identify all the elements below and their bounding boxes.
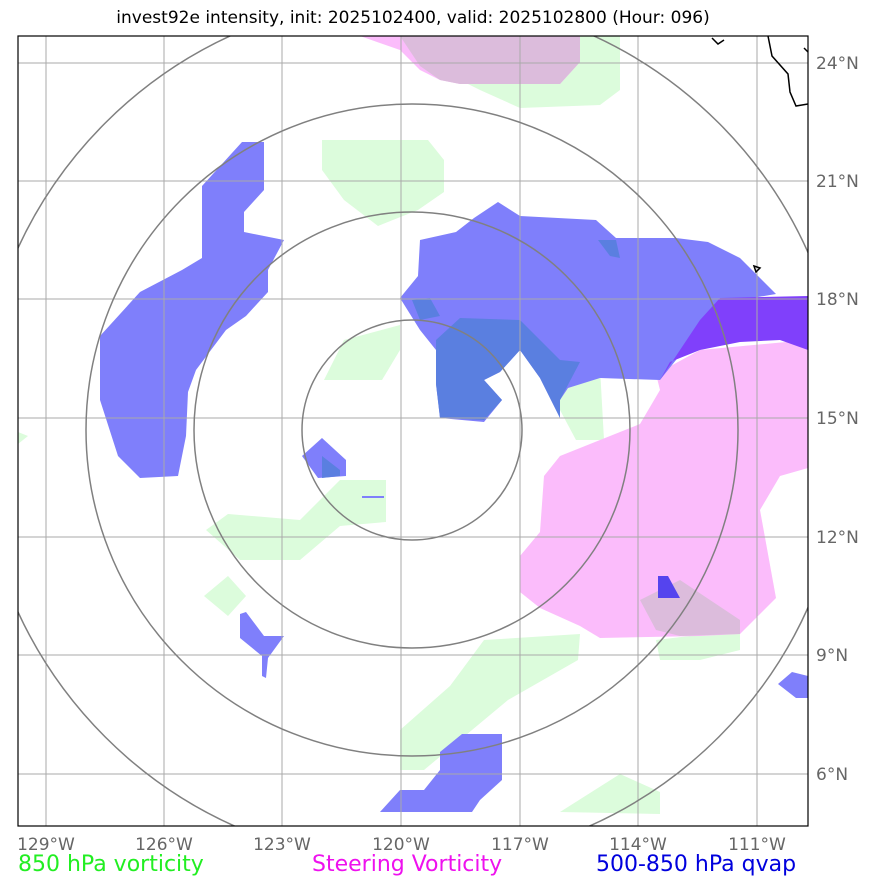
lon-tick-label: 123°W [253, 835, 311, 855]
island-small [752, 264, 762, 274]
vorticity-region-west [206, 480, 386, 560]
map-frame [17, 35, 809, 827]
steering-region-east [520, 340, 808, 638]
coastline [711, 36, 808, 274]
qvap-vorticity-overlap [436, 318, 580, 420]
qvap-vorticity-overlap-east [598, 240, 620, 258]
lat-tick-label: 18°N [816, 290, 859, 310]
qvap-steering-overlap [660, 296, 808, 380]
qvap-region-east-edge [778, 672, 808, 698]
distance-rings [18, 36, 808, 826]
legend-vorticity: 850 hPa vorticity [18, 852, 204, 877]
legend-steering-vorticity: Steering Vorticity [312, 852, 503, 877]
qvap-overlap-regions [322, 240, 808, 598]
coastline-baja [767, 36, 808, 107]
distance-ring-3 [85, 103, 739, 757]
lat-tick-label: 9°N [816, 646, 848, 666]
qvap-region-sliver [362, 496, 384, 498]
legend-qvap: 500-850 hPa qvap [596, 852, 797, 877]
vorticity-region-upper-left [322, 140, 444, 226]
vorticity-region-bottom [560, 774, 660, 814]
lon-tick-label: 120°W [372, 835, 430, 855]
lon-tick-label: 129°W [17, 835, 75, 855]
overlap-region-north [400, 36, 580, 84]
map-title: invest92e intensity, init: 2025102400, v… [116, 8, 710, 28]
qvap-vorticity-overlap-small [322, 456, 340, 478]
lat-tick-label: 15°N [816, 409, 859, 429]
lat-tick-label: 24°N [816, 54, 859, 74]
lon-tick-label: 126°W [135, 835, 193, 855]
lat-tick-label: 21°N [816, 172, 859, 192]
lat-tick-label: 6°N [816, 765, 848, 785]
qvap-region-west [100, 142, 284, 478]
vorticity-region-small-west [204, 576, 246, 616]
vorticity-region-southeast [656, 630, 740, 660]
lon-tick-label: 114°W [609, 835, 667, 855]
lon-tick-label: 117°W [491, 835, 549, 855]
distance-ring-2 [193, 211, 631, 649]
coastline-island [803, 47, 808, 53]
lon-tick-labels: 129°W 126°W 123°W 120°W 117°W 114°W 111°… [17, 835, 786, 855]
vorticity-region-south [400, 634, 580, 770]
vorticity-region-center [324, 325, 400, 380]
lon-tick-label: 111°W [728, 835, 786, 855]
qvap-region-southwest [240, 612, 284, 678]
lat-tick-label: 12°N [816, 528, 859, 548]
lat-tick-labels: 24°N 21°N 18°N 15°N 12°N 9°N 6°N [816, 54, 859, 785]
qvap-vorticity-overlap-north [412, 298, 440, 320]
distance-ring-1 [301, 319, 523, 541]
coastline-mainland [711, 37, 725, 45]
vorticity-region-edge [18, 432, 28, 444]
qvap-region-south [380, 734, 502, 812]
qvap-steering-overlap-small [658, 576, 680, 598]
